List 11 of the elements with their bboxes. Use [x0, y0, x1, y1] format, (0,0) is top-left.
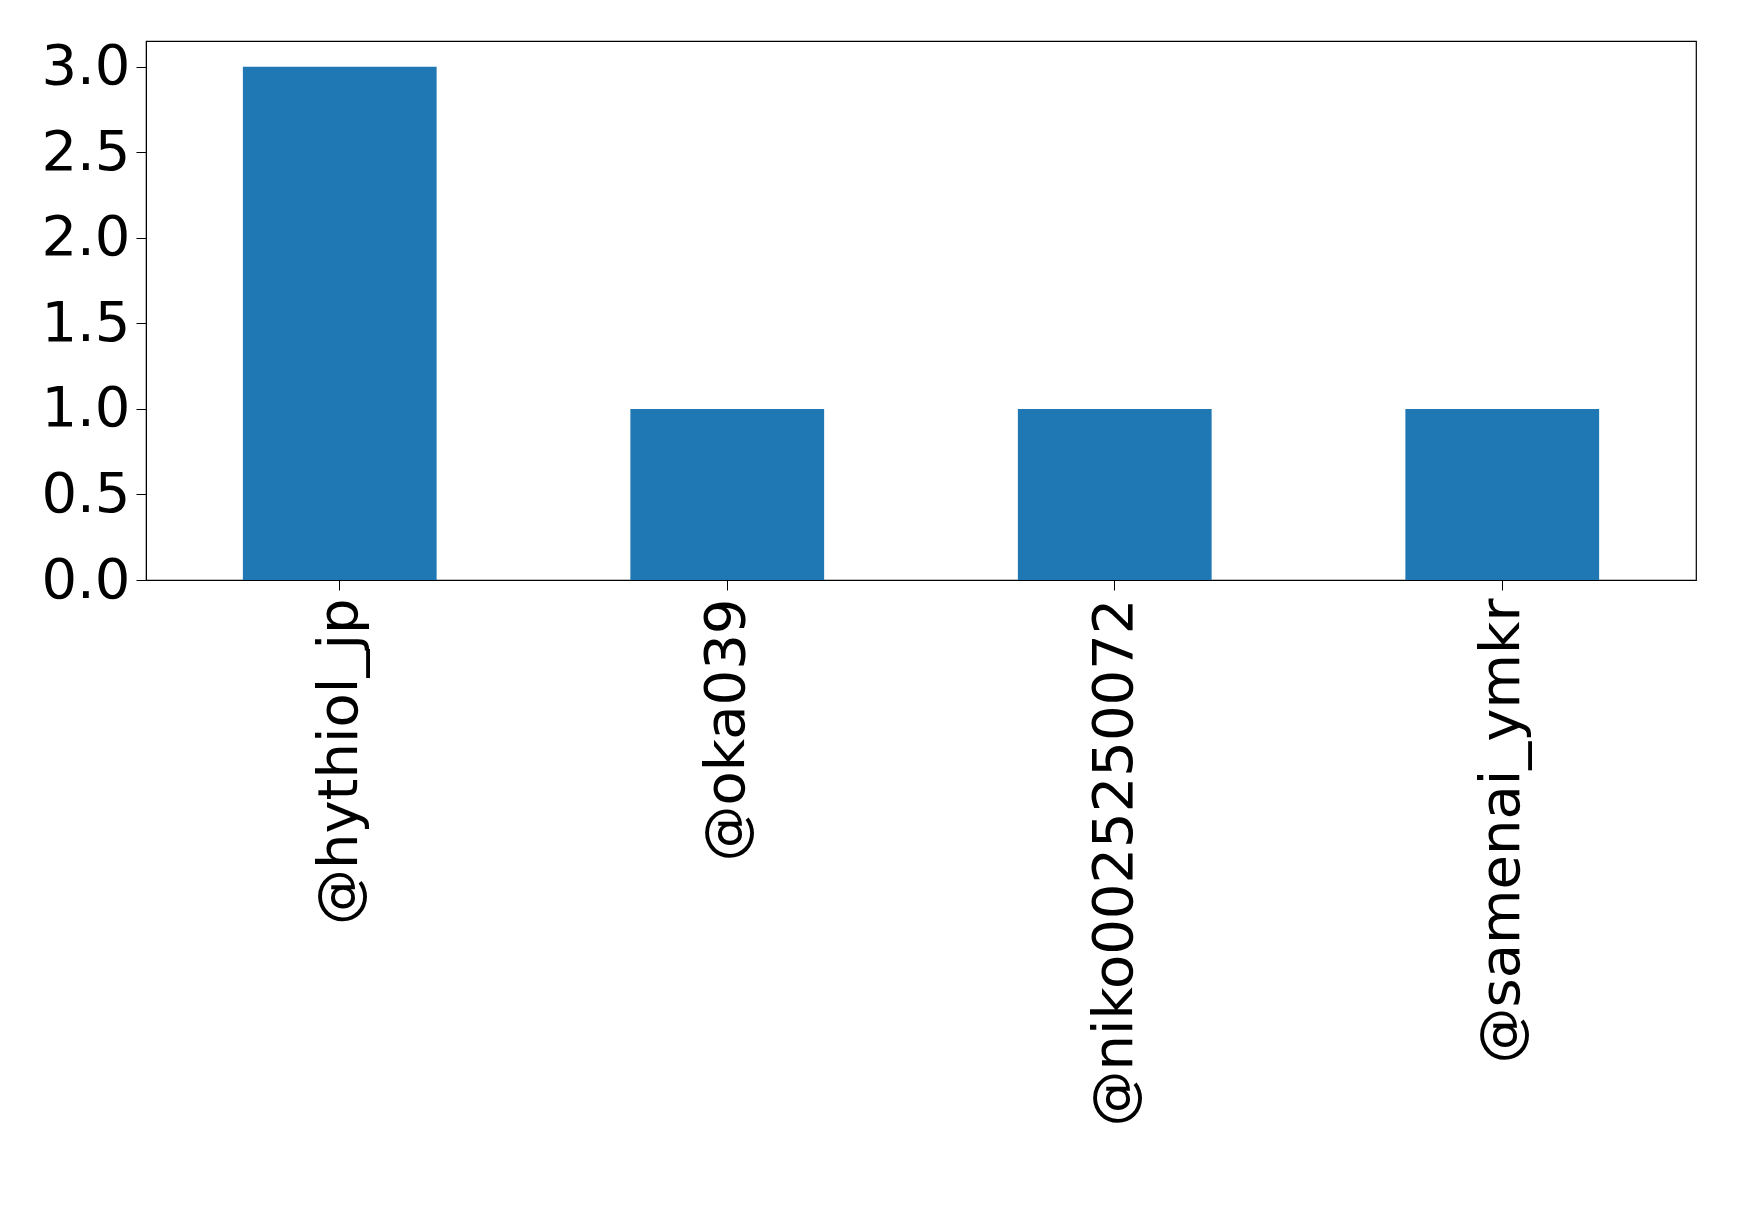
y-tick-label: 2.5 — [41, 117, 131, 183]
y-tick-label: 1.5 — [41, 288, 131, 354]
y-tick-label: 3.0 — [41, 32, 131, 98]
x-tick-label: @samenai_ymkr — [1467, 597, 1533, 1064]
y-tick-label: 0.5 — [41, 459, 131, 525]
y-tick-label: 1.0 — [41, 374, 131, 440]
y-tick-label: 0.0 — [41, 545, 131, 611]
x-tick-label: @oka039 — [692, 598, 758, 862]
x-tick-label: @niko0025250072 — [1079, 598, 1145, 1127]
x-tick-label: @hythiol_jp — [304, 598, 370, 926]
y-tick-label: 2.0 — [41, 203, 131, 269]
